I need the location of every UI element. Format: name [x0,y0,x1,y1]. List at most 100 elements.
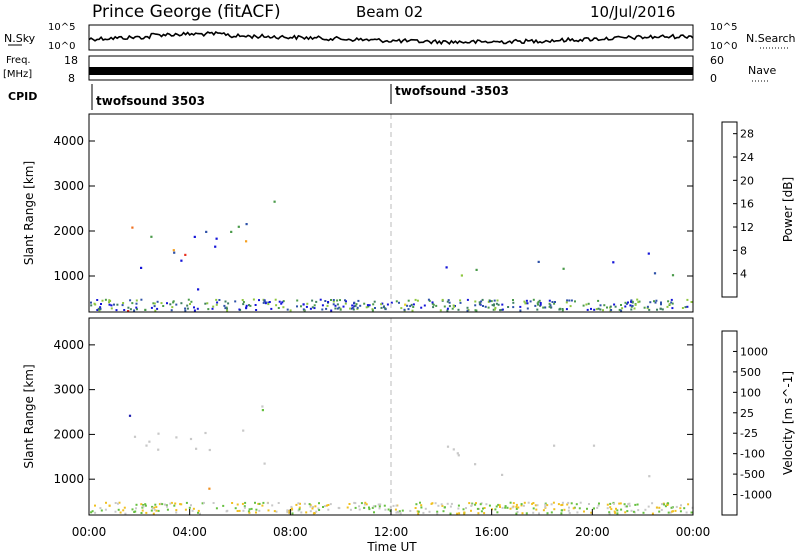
freq-band [89,67,693,75]
data-cell [311,507,314,510]
colorbar-tick-label: 4 [740,268,747,281]
data-cell [436,512,439,515]
data-cell [576,511,579,514]
nave-tick-top: 60 [710,54,724,67]
data-cell [212,502,215,504]
data-cell [131,302,134,305]
data-cell [380,306,383,309]
data-cell [542,509,545,512]
data-cell [466,306,469,309]
data-cell [119,511,122,514]
data-cell [578,507,581,510]
data-cell [172,249,175,252]
data-cell [100,303,102,305]
data-cell [319,298,322,301]
data-cell [446,502,449,505]
data-cell [282,306,285,309]
data-cell [169,502,172,505]
data-cell [512,301,515,304]
data-cell [171,306,174,309]
data-cell [350,307,353,310]
colorbar-tick-label: 24 [740,151,754,164]
data-cell [94,504,96,507]
data-cell [550,503,553,506]
data-cell [158,503,161,506]
data-cell [290,505,293,508]
data-cell [234,507,237,510]
data-cell [441,298,444,301]
velocity-colorbar: 1000 500 100 25 -25 -100 -500 -1000 [721,330,772,516]
data-cell [334,304,337,307]
data-cell [625,505,628,508]
data-cell [493,299,496,302]
data-cell [569,305,572,308]
data-cell [524,302,527,305]
data-cell [537,260,540,263]
data-cell [247,510,250,513]
data-cell [156,300,159,303]
data-cell [499,309,502,312]
data-cell [655,506,658,509]
data-cell [116,303,119,306]
data-cell [496,511,499,514]
data-cell [384,307,387,310]
data-cell [493,303,495,306]
data-cell [300,511,303,514]
data-cell [94,511,97,514]
data-cell [684,306,687,309]
data-cell [565,301,568,304]
data-cell [525,299,528,302]
data-cell [501,303,504,306]
data-cell [205,230,208,233]
data-cell [135,306,138,309]
data-cell [532,502,535,504]
data-cell [140,266,143,269]
data-cell [597,299,600,302]
data-cell [481,298,484,301]
colorbar-tick-label: 28 [740,128,754,141]
colorbar-tick-label: 100 [740,386,761,399]
data-cell [174,502,177,505]
data-cell [480,300,483,303]
x-tick-label: 00:00 [676,525,711,539]
data-cell [114,510,117,513]
data-cell [308,503,311,506]
data-cell [243,506,246,509]
noise-right-label: N.Search [746,32,796,45]
data-cell [309,307,312,310]
data-cell [353,501,356,504]
data-cell [504,506,507,509]
data-cell [250,507,253,510]
data-cell [539,304,542,307]
data-cell [150,235,153,238]
data-cell [249,304,252,307]
data-cell [565,308,568,311]
data-cell [656,308,658,311]
data-cell [332,303,335,306]
data-cell [396,510,399,513]
colorbar-tick-label: 8 [740,244,747,257]
data-cell [237,225,240,228]
data-cell [495,505,498,508]
data-cell [108,301,110,304]
data-cell [687,503,690,506]
data-cell [527,501,530,504]
data-cell [127,310,130,313]
data-cell [363,503,366,506]
data-cell [352,308,355,311]
data-cell [631,304,634,307]
freq-label: Freq. [6,55,31,66]
data-cell [226,309,229,312]
data-cell [170,309,173,312]
data-cell [586,308,589,311]
data-cell [222,504,225,507]
data-cell [367,305,370,308]
data-cell [628,504,631,507]
data-cell [653,272,657,275]
data-cell [215,237,218,240]
data-cell [193,235,196,238]
data-cell [570,299,573,302]
x-tick-label: 12:00 [374,525,409,539]
data-cell [277,307,280,309]
data-cell [484,305,487,308]
